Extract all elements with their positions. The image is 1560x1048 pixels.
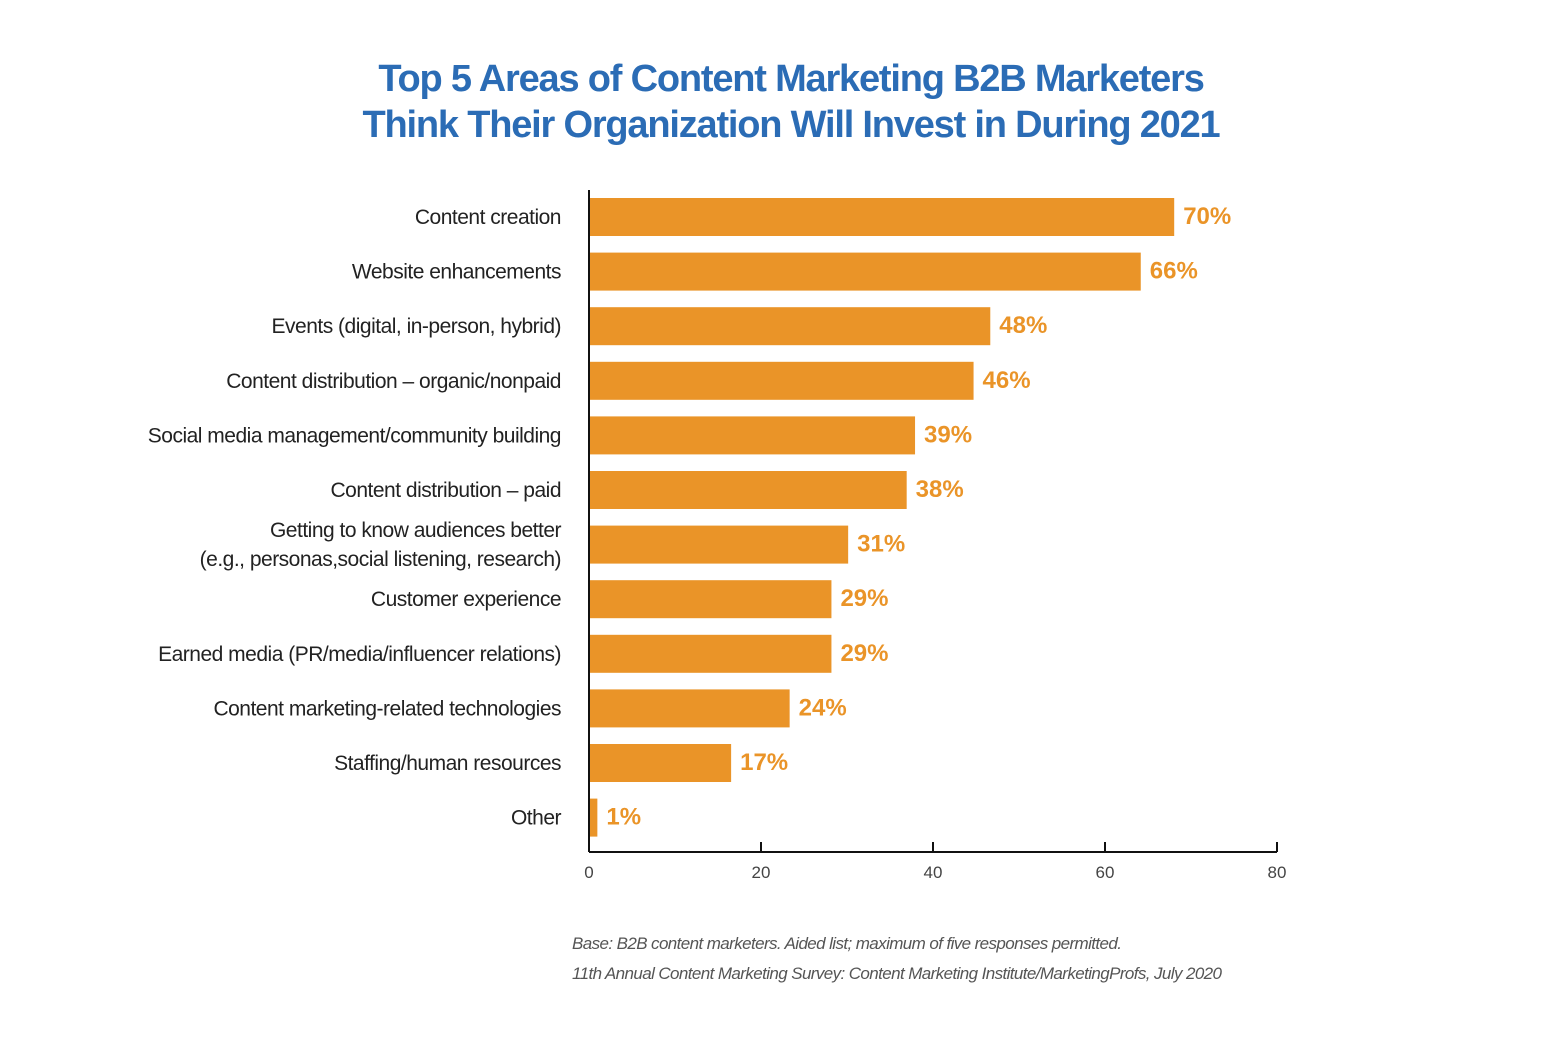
x-tick-label: 0: [584, 863, 593, 882]
category-label: Other: [511, 807, 562, 830]
bar: [589, 634, 832, 673]
footnote-base: Base: B2B content marketers. Aided list;…: [572, 934, 1122, 953]
data-label: 66%: [1150, 258, 1198, 285]
bar: [589, 198, 1175, 236]
category-label: Earned media (PR/media/influencer relati…: [158, 643, 561, 666]
data-label: 46%: [983, 367, 1031, 394]
bar: [589, 471, 907, 509]
category-label: Website enhancements: [352, 261, 561, 284]
data-label: 39%: [924, 421, 972, 448]
bar: [589, 307, 991, 346]
category-label: Content marketing-related technologies: [213, 697, 561, 720]
data-label: 29%: [840, 585, 888, 612]
chart-title-line-2: Think Their Organization Will Invest in …: [362, 104, 1221, 146]
category-label: Content distribution – organic/nonpaid: [226, 370, 561, 393]
category-label: Events (digital, in-person, hybrid): [272, 315, 561, 338]
category-label: Getting to know audiences better: [270, 519, 562, 542]
data-label: 31%: [857, 531, 905, 558]
data-label: 38%: [916, 476, 964, 503]
category-label: Content creation: [415, 206, 561, 229]
bar: [589, 744, 732, 782]
x-tick-label: 60: [1096, 863, 1115, 882]
category-label: Content distribution – paid: [331, 479, 562, 502]
category-label: Customer experience: [371, 588, 561, 611]
footnote-source: 11th Annual Content Marketing Survey: Co…: [572, 964, 1222, 983]
chart-title-line-1: Top 5 Areas of Content Marketing B2B Mar…: [378, 58, 1205, 100]
bar: [589, 798, 598, 837]
bar: [589, 416, 916, 455]
category-label: (e.g., personas,social listening, resear…: [200, 548, 561, 571]
x-tick-label: 40: [924, 863, 943, 882]
category-label: Social media management/community buildi…: [148, 424, 561, 447]
bar: [589, 252, 1141, 291]
data-label: 1%: [606, 804, 641, 831]
data-label: 24%: [799, 694, 847, 721]
data-label: 48%: [999, 312, 1047, 339]
x-tick-label: 80: [1268, 863, 1287, 882]
data-label: 17%: [740, 749, 788, 776]
bar: [589, 361, 974, 400]
bar: [589, 525, 849, 564]
data-label: 29%: [840, 640, 888, 667]
category-label: Staffing/human resources: [334, 752, 561, 775]
bar: [589, 689, 790, 728]
bar: [589, 580, 832, 619]
chart-title: Top 5 Areas of Content Marketing B2B Mar…: [0, 56, 1560, 148]
x-tick-label: 20: [752, 863, 771, 882]
data-label: 70%: [1183, 203, 1231, 230]
